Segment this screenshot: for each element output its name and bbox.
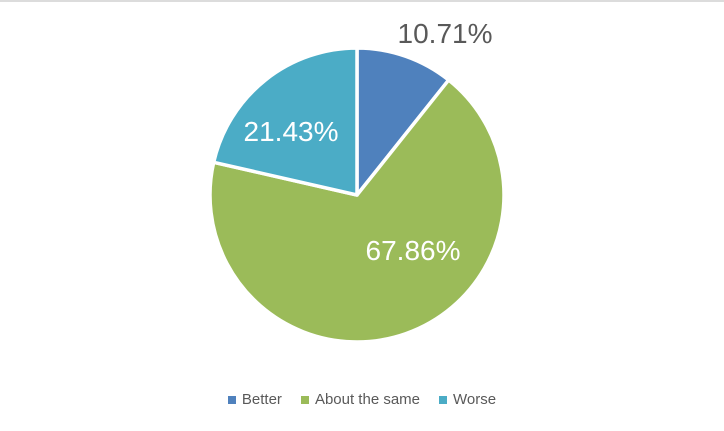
- pie-slice-better: [355, 46, 451, 197]
- legend-item-about-the-same: About the same: [300, 391, 421, 408]
- data-label-about-the-same: 67.86%: [366, 235, 461, 266]
- legend-swatch-about-the-same: [300, 396, 309, 404]
- data-label-better: 10.71%: [398, 18, 493, 49]
- data-label-worse: 21.43%: [244, 116, 339, 147]
- legend-label: Worse: [453, 391, 497, 408]
- legend-swatch-better: [227, 396, 236, 404]
- pie-slice-worse: [211, 46, 359, 197]
- legend-item-worse: Worse: [439, 391, 496, 408]
- pie-slice-about-the-same: [208, 78, 506, 344]
- chart-legend: Better About the same Worse: [0, 391, 724, 408]
- legend-item-better: Better: [227, 391, 282, 408]
- legend-label: About the same: [314, 391, 421, 408]
- legend-swatch-worse: [439, 396, 448, 404]
- chart-top-border: [0, 0, 724, 2]
- legend-label: Better: [241, 391, 282, 408]
